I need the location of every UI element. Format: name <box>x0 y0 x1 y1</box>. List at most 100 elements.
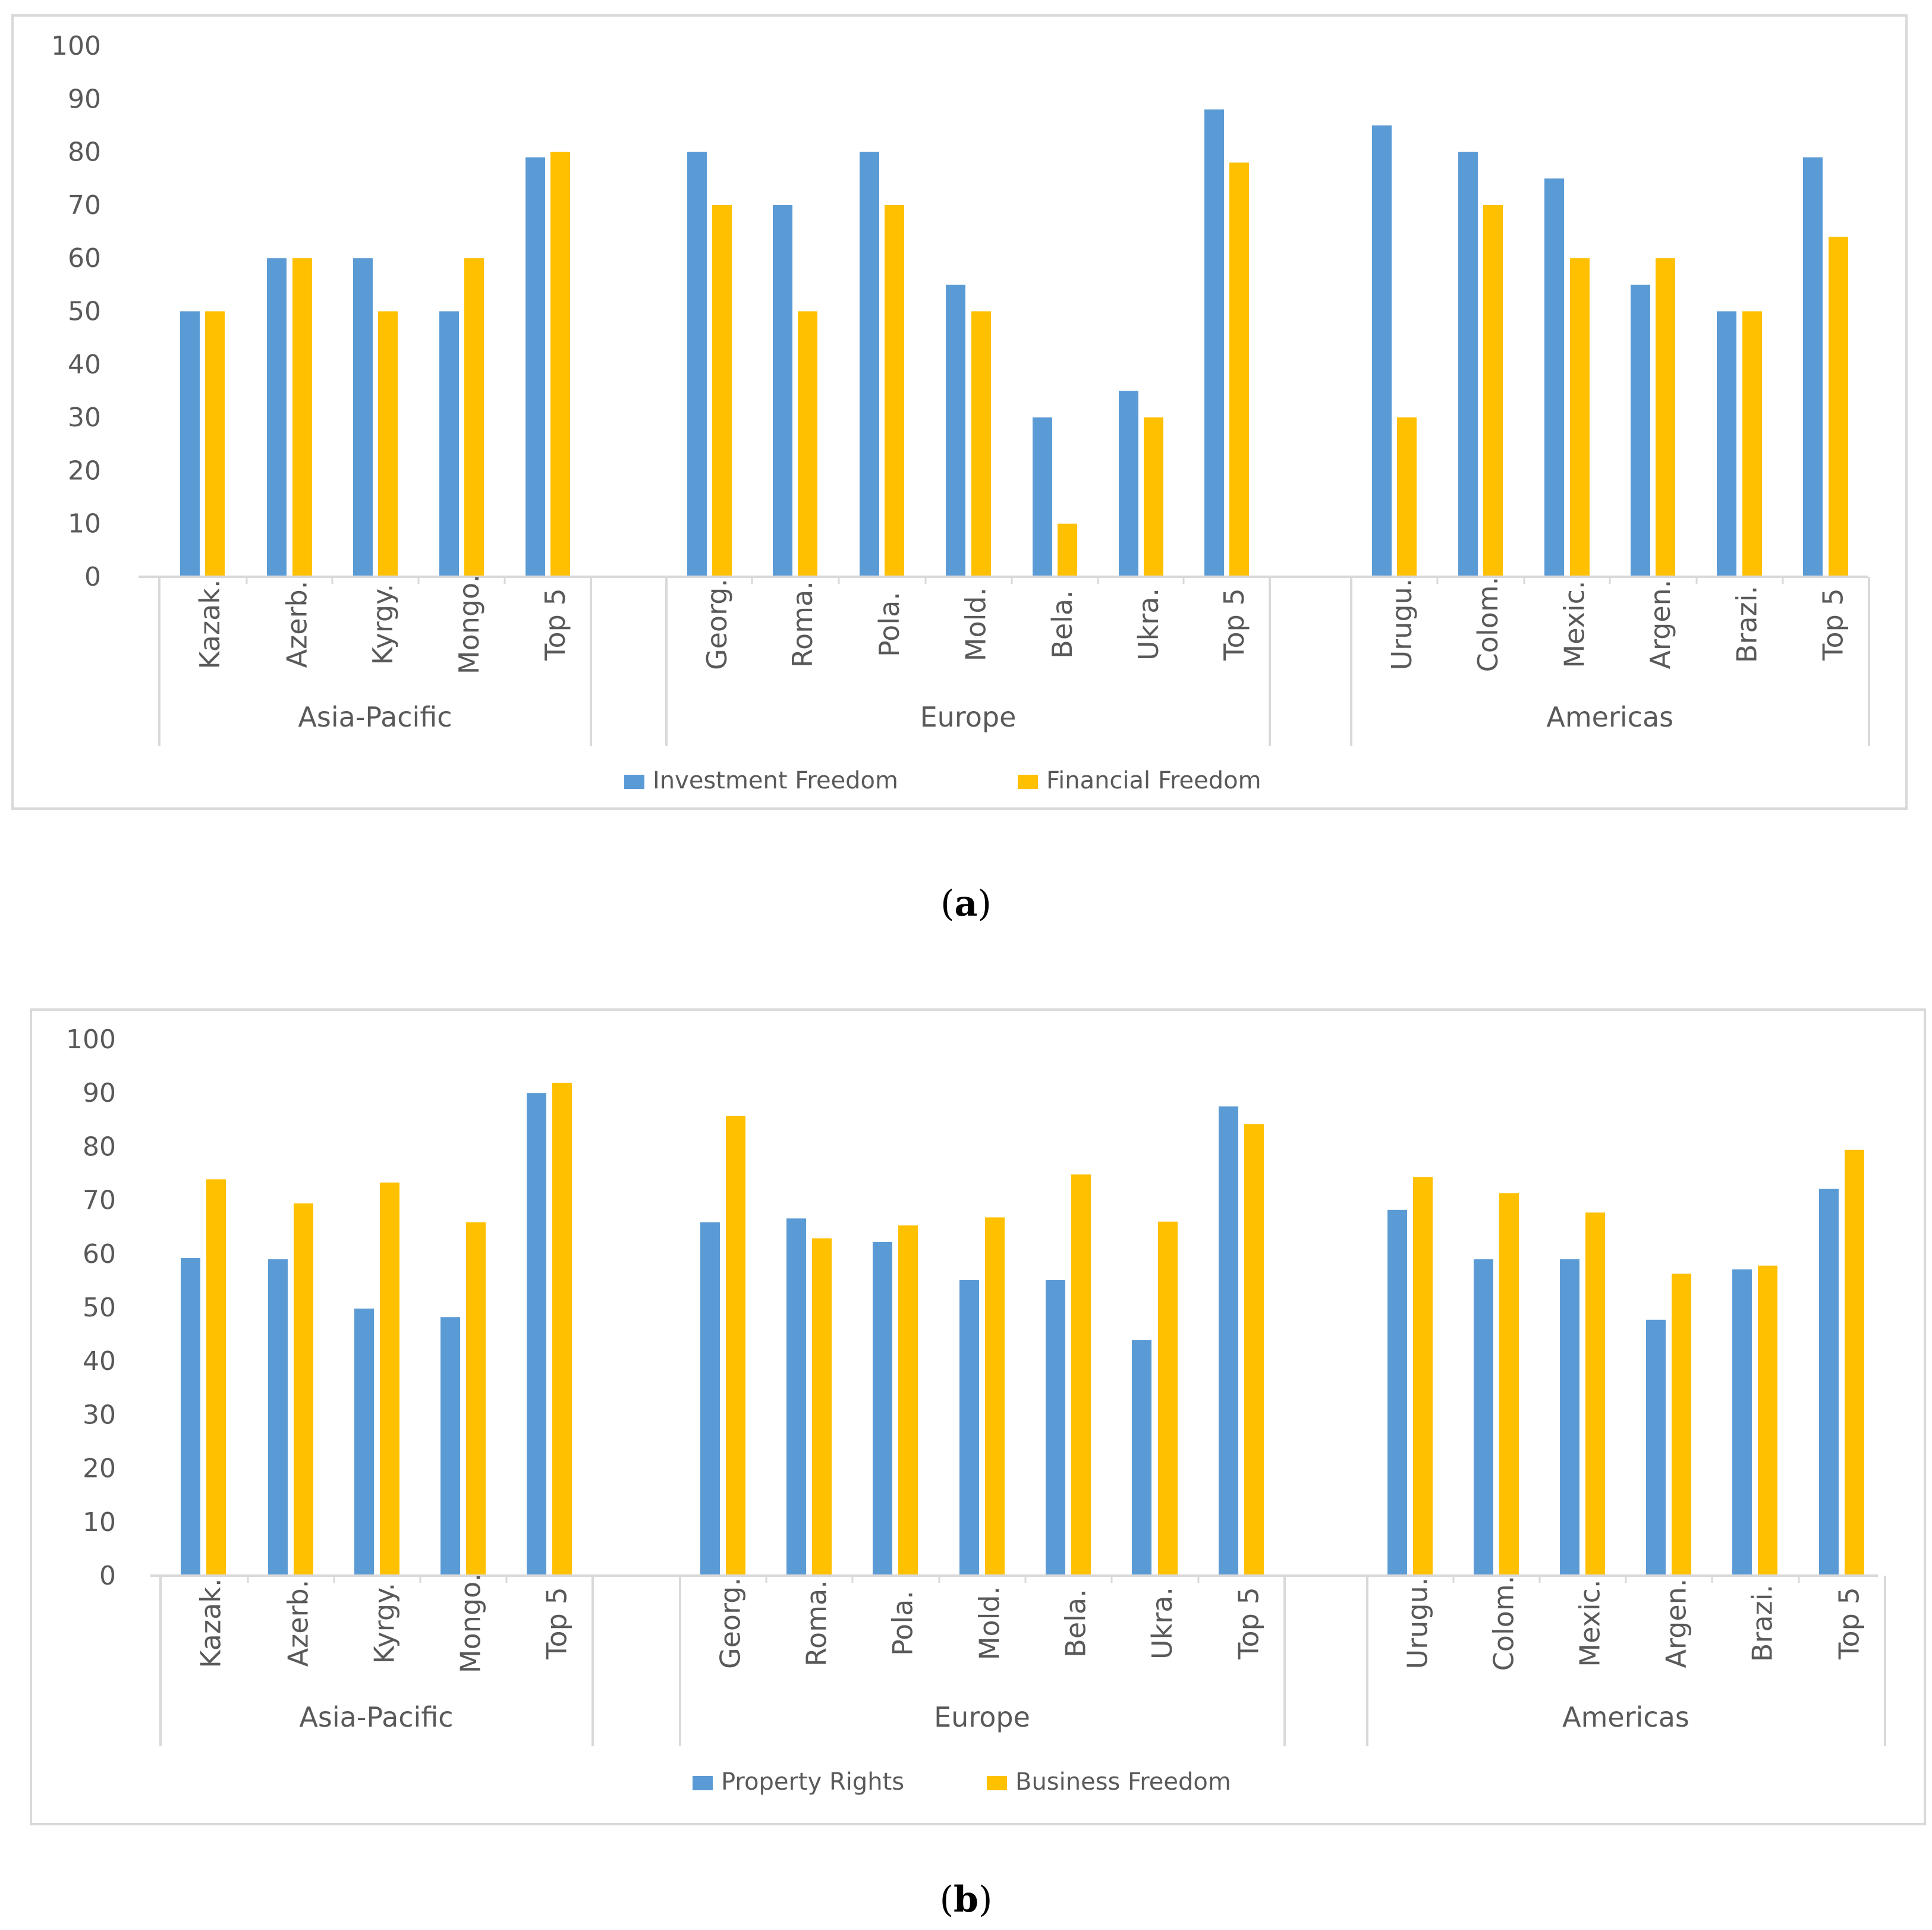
category-label: Azerb. <box>281 581 313 668</box>
category-label: Top 5 <box>1218 588 1250 661</box>
bar-series-1 <box>773 205 792 577</box>
category-label: Mexic. <box>1574 1579 1606 1667</box>
bar-series-2 <box>1413 1177 1433 1576</box>
bar-series-2 <box>1158 1221 1178 1576</box>
category-label: Top 5 <box>539 588 571 661</box>
bar-series-1 <box>1372 125 1392 577</box>
legend-swatch <box>693 1776 713 1790</box>
bar-series-2 <box>1244 1124 1264 1576</box>
category-label: Top 5 <box>541 1587 573 1660</box>
y-tick-label: 90 <box>83 1078 116 1108</box>
category-label: Top 5 <box>1233 1587 1265 1660</box>
y-tick-label: 80 <box>83 1131 116 1162</box>
y-tick-label: 40 <box>83 1346 116 1376</box>
bar-series-1 <box>1560 1259 1579 1576</box>
category-label: Kazak. <box>195 1578 227 1668</box>
category-label: Kyrgy. <box>367 584 399 665</box>
bar-series-2 <box>1499 1193 1519 1576</box>
bar-series-1 <box>1803 157 1823 577</box>
bar-series-2 <box>1570 258 1590 577</box>
legend-label: Property Rights <box>721 1768 904 1796</box>
bar-series-1 <box>1204 109 1224 577</box>
bar-series-2 <box>1483 205 1503 577</box>
category-label: Roma. <box>786 581 819 668</box>
y-tick-label: 40 <box>68 350 101 380</box>
category-label: Georg. <box>715 1577 747 1669</box>
y-tick-label: 20 <box>68 455 101 486</box>
category-label: Mongo. <box>453 574 485 674</box>
category-label: Roma. <box>801 1580 833 1667</box>
category-label: Urugu. <box>1402 1577 1434 1670</box>
group-label: Asia-Pacific <box>299 1701 453 1733</box>
panel-label: (b) <box>940 1879 993 1920</box>
category-label: Bela. <box>1046 590 1078 658</box>
bar-series-2 <box>1656 258 1675 577</box>
y-tick-label: 0 <box>99 1561 116 1591</box>
category-label: Top 5 <box>1817 588 1849 661</box>
legend-swatch <box>624 775 644 789</box>
legend-swatch <box>1018 775 1038 789</box>
category-label: Mold. <box>974 1586 1006 1660</box>
category-label: Kyrgy. <box>369 1583 401 1664</box>
bar-series-2 <box>1758 1265 1777 1576</box>
category-label: Ukra. <box>1132 588 1165 661</box>
bar-series-1 <box>1387 1209 1407 1576</box>
bar-series-2 <box>466 1222 486 1576</box>
bar-series-2 <box>1071 1174 1091 1576</box>
y-tick-label: 50 <box>83 1293 116 1323</box>
bar-series-2 <box>898 1225 918 1576</box>
y-tick-label: 30 <box>83 1400 116 1430</box>
bar-series-1 <box>700 1222 720 1576</box>
category-label: Urugu. <box>1386 579 1418 671</box>
category-label: Colom. <box>1472 577 1504 672</box>
bar-series-1 <box>687 152 707 577</box>
bar-series-1 <box>1732 1269 1752 1576</box>
bar-series-1 <box>1474 1259 1493 1576</box>
y-tick-label: 60 <box>68 243 101 274</box>
group-label: Europe <box>934 1701 1030 1733</box>
bar-series-1 <box>1119 391 1138 577</box>
category-label: Colom. <box>1488 1576 1520 1671</box>
category-label: Georg. <box>701 579 733 670</box>
y-tick-label: 20 <box>83 1454 116 1484</box>
bar-series-1 <box>1646 1319 1666 1576</box>
chart-b: 0 10 20 30 40 50 60 70 80 90 100 Kazak. Azerb. Kyrgy.… <box>30 1008 1926 1920</box>
group-label: Americas <box>1562 1701 1689 1733</box>
y-tick-label: 70 <box>68 190 101 221</box>
bar-series-1 <box>526 157 545 577</box>
bar-series-2 <box>798 311 817 577</box>
bar-series-1 <box>439 311 459 577</box>
group-label: Asia-Pacific <box>298 701 452 733</box>
y-tick-label: 80 <box>68 137 101 168</box>
bar-series-2 <box>1058 523 1077 577</box>
bar-series-2 <box>206 1179 226 1576</box>
y-tick-label: 100 <box>66 1024 116 1055</box>
bar-series-1 <box>1631 284 1650 577</box>
legend-label: Financial Freedom <box>1046 767 1261 794</box>
bar-series-1 <box>873 1241 892 1576</box>
bar-series-2 <box>1672 1274 1691 1576</box>
y-tick-label: 90 <box>68 84 101 114</box>
bar-series-1 <box>440 1317 460 1576</box>
bar-series-1 <box>354 1308 374 1576</box>
bar-series-2 <box>292 258 312 577</box>
bar-series-1 <box>1544 178 1564 577</box>
bar-series-1 <box>181 1258 200 1576</box>
bar-series-1 <box>1033 417 1052 577</box>
bar-series-2 <box>726 1115 745 1576</box>
bar-series-1 <box>180 311 200 577</box>
y-tick-label: 70 <box>83 1186 116 1216</box>
category-label: Top 5 <box>1833 1587 1865 1660</box>
bar-series-2 <box>1229 162 1249 577</box>
bar-series-2 <box>1845 1149 1864 1576</box>
bar-series-2 <box>294 1203 313 1576</box>
category-label: Bela. <box>1060 1589 1092 1657</box>
bar-series-2 <box>205 311 225 577</box>
bar-series-2 <box>380 1182 399 1576</box>
category-label: Pola. <box>887 1590 919 1656</box>
y-tick-label: 60 <box>83 1239 116 1269</box>
chart-a: 0 10 20 30 40 50 60 70 80 90 100 Kazak. Azerb. Kyrgy.… <box>11 14 1908 925</box>
bar-series-1 <box>1819 1189 1839 1576</box>
bar-series-1 <box>959 1280 979 1576</box>
